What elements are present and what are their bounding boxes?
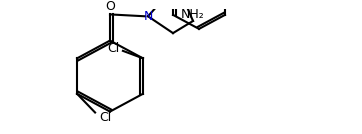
Text: NH₂: NH₂ [181, 8, 205, 21]
Text: Cl: Cl [99, 111, 111, 124]
Text: O: O [105, 0, 115, 12]
Text: Cl: Cl [107, 42, 119, 55]
Text: N: N [143, 10, 153, 23]
